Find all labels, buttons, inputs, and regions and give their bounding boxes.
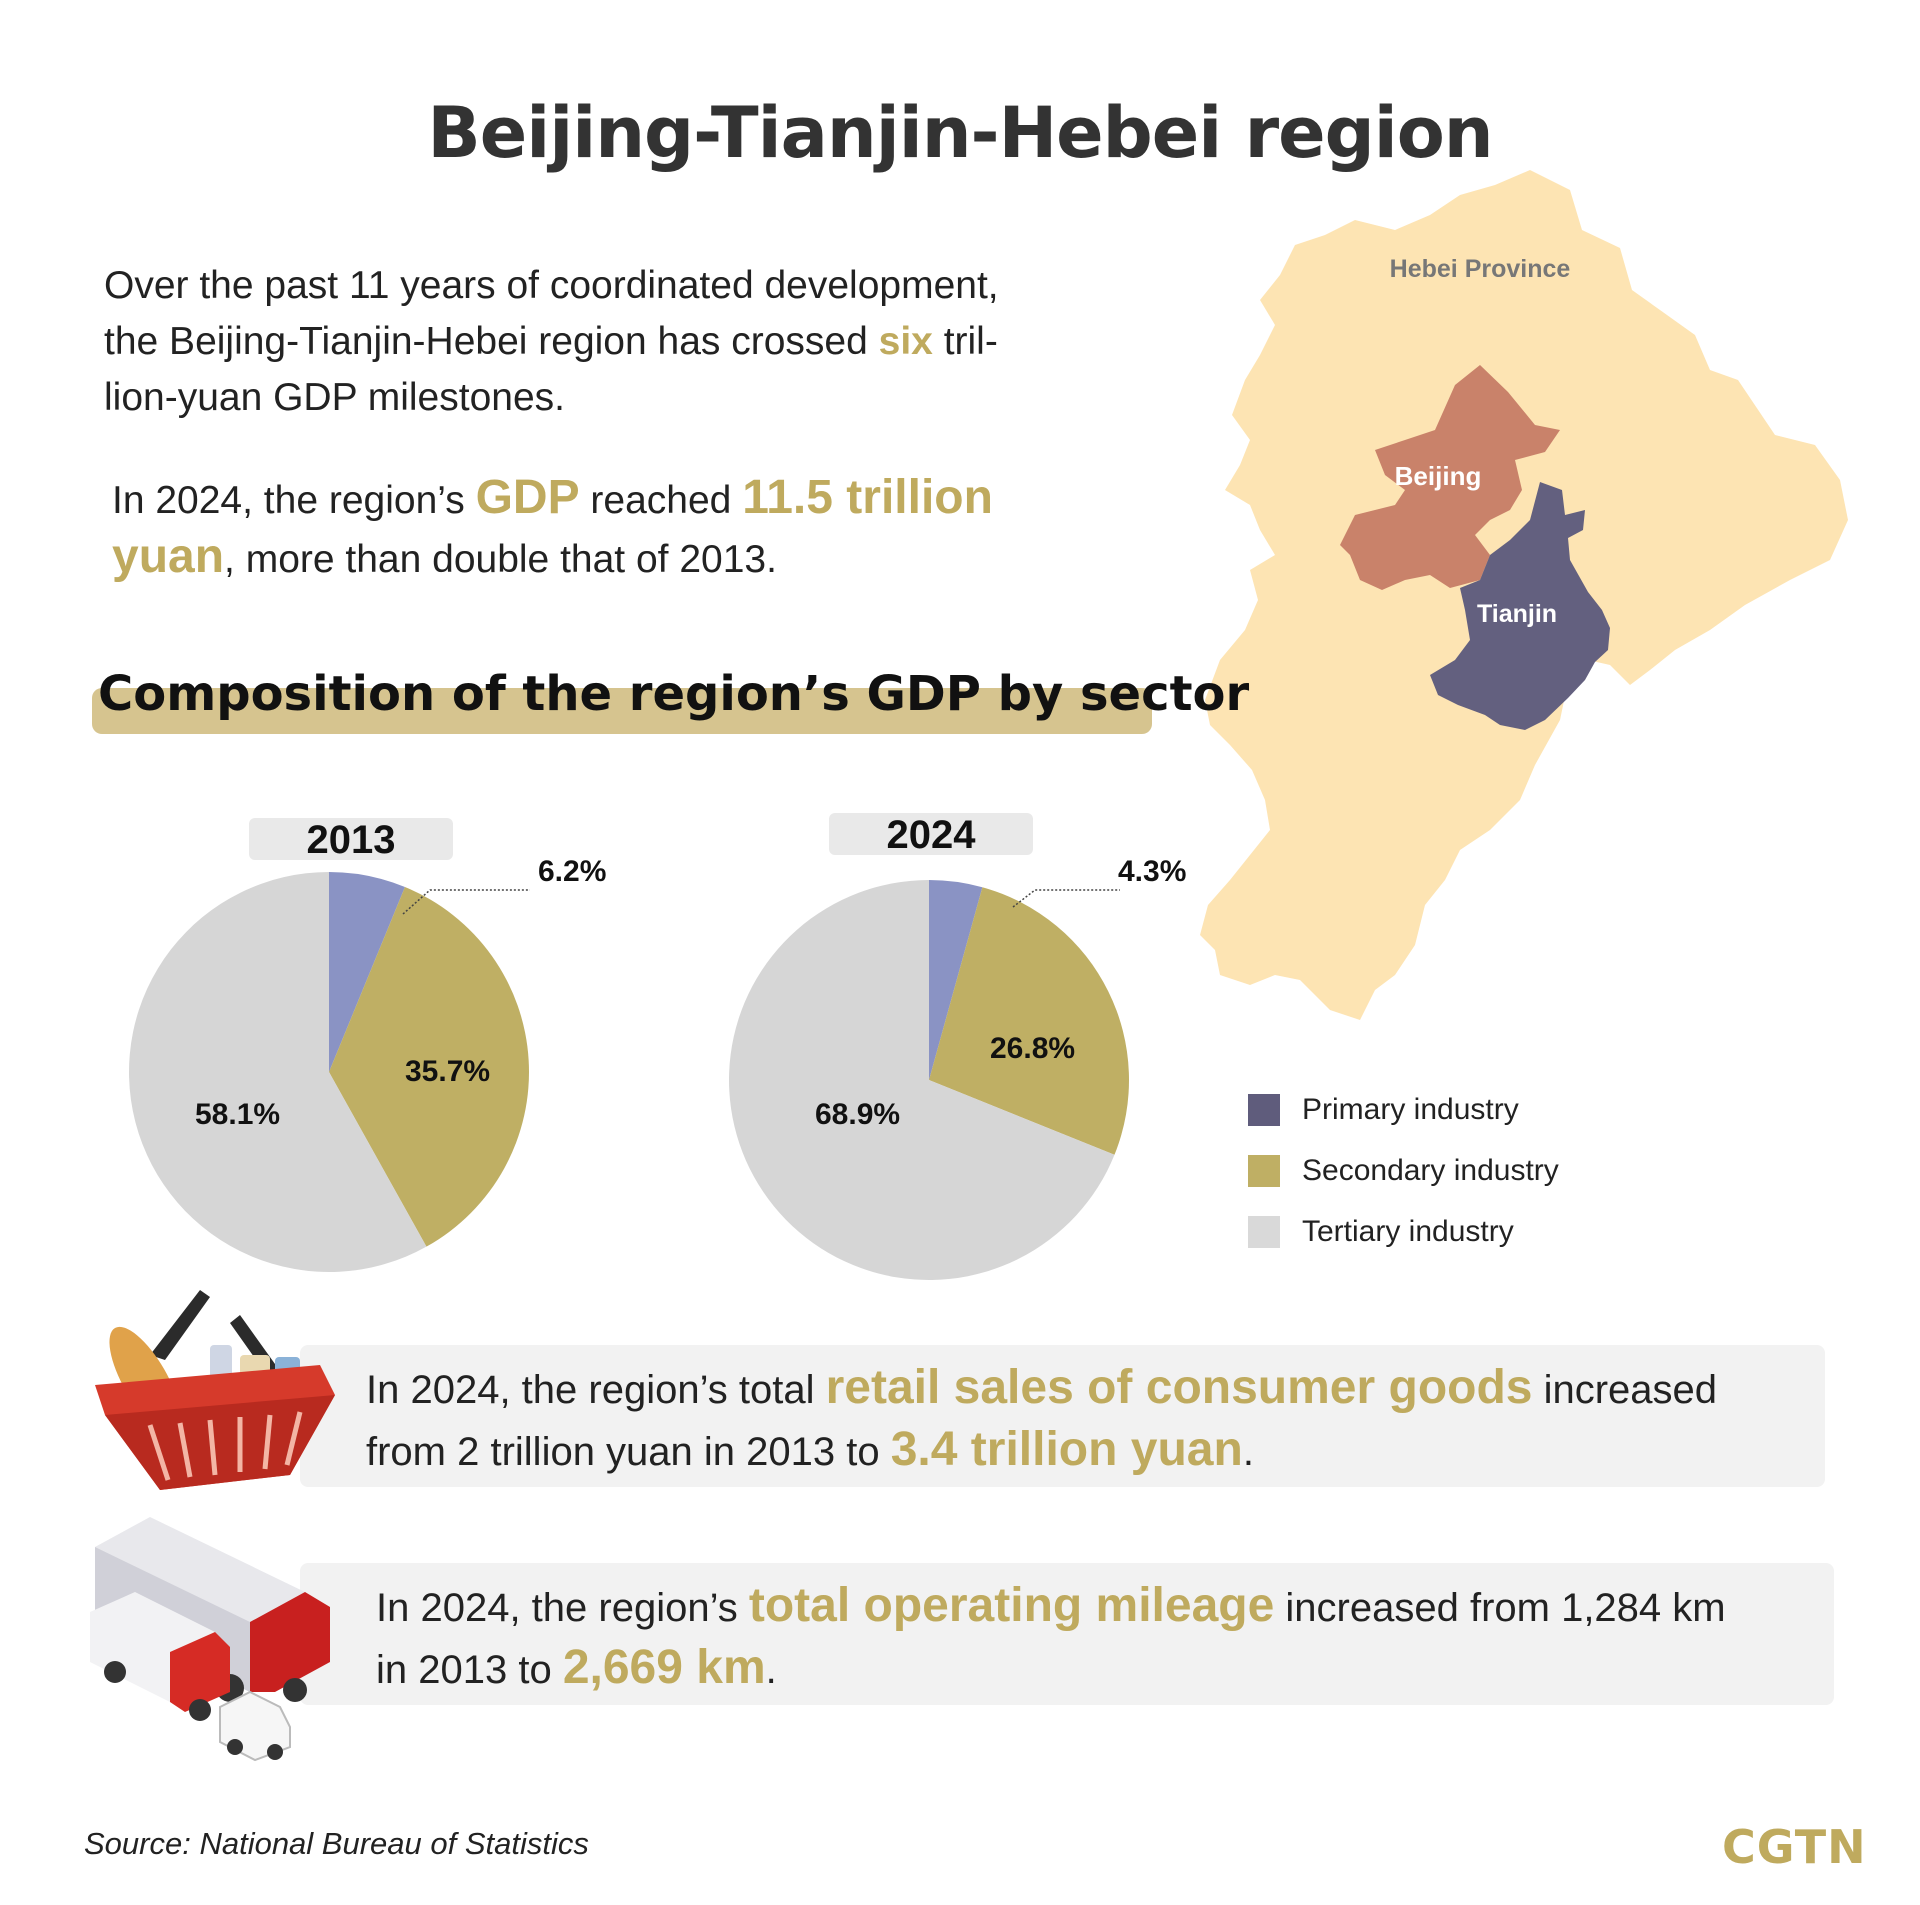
pie-slice-tertiary (129, 872, 427, 1272)
legend-swatch-secondary (1248, 1155, 1280, 1187)
pie-2024-label-primary: 4.3% (1118, 855, 1187, 888)
year-tab-2013: 2013 (249, 818, 453, 862)
composition-title-underline (92, 688, 1152, 734)
pie-2013-label-tertiary: 58.1% (195, 1098, 281, 1131)
pie-slice-primary (329, 872, 405, 1072)
pie-2013-label-primary: 6.2% (538, 855, 607, 888)
mileage-text-part: in 2013 to (376, 1648, 563, 1692)
mileage-text-part: increased from 1,284 km (1274, 1586, 1726, 1630)
mileage-text: In 2024, the region’s total operating mi… (376, 1576, 1836, 1700)
pie-2024-label-secondary: 26.8% (990, 1032, 1076, 1065)
leader-line-primary (1012, 889, 1120, 908)
intro-text: lion-yuan GDP milestones. (104, 376, 565, 419)
intro-text: Over the past 11 years of coordinated de… (104, 264, 999, 307)
mileage-card (300, 1563, 1834, 1705)
pie-2024-slices (729, 880, 1129, 1280)
intro-text: tril- (932, 320, 998, 363)
pie-2024-label-tertiary: 68.9% (815, 1098, 901, 1131)
retail-text-part: increased (1532, 1368, 1718, 1412)
composition-title: Composition of the region’s GDP by secto… (98, 666, 1250, 722)
intro-text: In 2024, the region’s (112, 479, 476, 522)
mileage-highlight: total operating mileage (748, 1579, 1275, 1632)
pie-2013-label-secondary: 35.7% (405, 1055, 491, 1088)
retail-text-part: from 2 trillion yuan in 2013 to (366, 1430, 891, 1474)
legend-swatch-primary (1248, 1094, 1280, 1126)
retail-highlight: retail sales of consumer goods (825, 1361, 1533, 1414)
intro-text: reached (579, 479, 743, 522)
mileage-text-part: . (765, 1648, 777, 1692)
legend-label: Primary industry (1302, 1093, 1519, 1126)
leader-line-primary (402, 889, 530, 915)
legend-label: Tertiary industry (1302, 1215, 1514, 1248)
pie-slice-secondary (929, 887, 1129, 1155)
hebei-label: Hebei Province (1390, 255, 1571, 283)
tianjin-shape (1430, 482, 1610, 730)
legend-item-tertiary: Tertiary industry (1248, 1212, 1514, 1252)
pie-chart-2013 (129, 872, 530, 1272)
pie-2013-slices (129, 872, 530, 1272)
beijing-label: Beijing (1395, 461, 1482, 491)
retail-value: 3.4 trillion yuan (890, 1423, 1243, 1476)
intro-text: , more than double that of 2013. (224, 538, 777, 581)
pie-slice-secondary (329, 886, 529, 1247)
source-note: Source: National Bureau of Statistics (84, 1826, 589, 1861)
pie-slice-tertiary (729, 880, 1115, 1280)
pie-slice-primary (929, 880, 983, 1080)
trucks-icon (90, 1517, 330, 1762)
legend-swatch-tertiary (1248, 1216, 1280, 1248)
beijing-shape (1340, 365, 1560, 590)
cgtn-logo: CGTN (1722, 1820, 1867, 1874)
region-map: Hebei Province Beijing Tianjin (1200, 170, 1848, 1020)
intro-highlight-value: 11.5 trillion (742, 471, 993, 524)
intro-paragraph-1: Over the past 11 years of coordinated de… (104, 258, 1124, 426)
intro-highlight-gdp: GDP (475, 471, 580, 524)
page-title: Beijing-Tianjin-Hebei region (427, 92, 1493, 174)
intro-text: the Beijing-Tianjin-Hebei region has cro… (104, 320, 879, 363)
retail-card (300, 1345, 1825, 1487)
intro-highlight-six: six (878, 320, 933, 363)
tianjin-label: Tianjin (1477, 600, 1557, 628)
legend-item-secondary: Secondary industry (1248, 1151, 1559, 1191)
mileage-text-part: In 2024, the region’s (376, 1586, 749, 1630)
shopping-basket-icon (95, 1290, 335, 1490)
legend-item-primary: Primary industry (1248, 1090, 1519, 1130)
pie-chart-2024 (729, 880, 1129, 1280)
mileage-value: 2,669 km (562, 1641, 766, 1694)
legend-label: Secondary industry (1302, 1154, 1559, 1187)
intro-paragraph-2: In 2024, the region’s GDP reached 11.5 t… (112, 470, 1132, 588)
year-tab-2024: 2024 (829, 813, 1033, 857)
retail-text: In 2024, the region’s total retail sales… (366, 1358, 1826, 1482)
retail-text-part: In 2024, the region’s total (366, 1368, 826, 1412)
retail-text-part: . (1242, 1430, 1254, 1474)
intro-highlight-unit: yuan (112, 530, 225, 583)
